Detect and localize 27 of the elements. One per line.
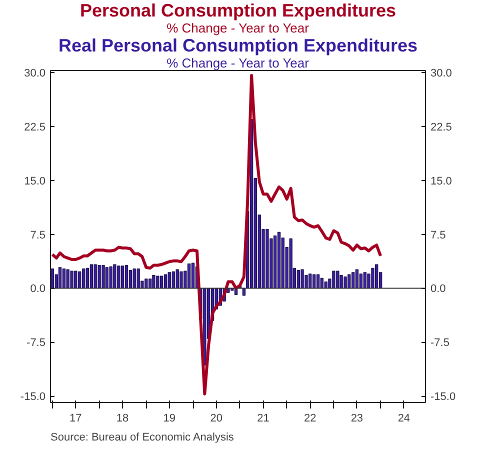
x-tick-label: 18	[116, 412, 129, 424]
y-tick-label: -15.0	[20, 391, 46, 404]
y2-tick-label: 15.0	[430, 175, 452, 188]
y-tick-label: 0.0	[30, 283, 46, 296]
text: Personal Consumption Expenditures	[80, 0, 396, 20]
y2-tick-label: 30.0	[430, 68, 452, 80]
x-tick-label: 19	[163, 412, 176, 424]
y2-tick-label: 7.5	[430, 229, 446, 242]
y-tick-label: 30.0	[24, 68, 46, 80]
y-tick-label: 15.0	[24, 175, 46, 188]
source-note: Source: Bureau of Economic Analysis	[50, 432, 234, 444]
y-tick-label: 7.5	[30, 229, 46, 242]
text: Real Personal Consumption Expenditures	[58, 36, 418, 56]
annotation: % Change - Year to Year	[166, 56, 310, 70]
x-tick-label: 21	[257, 412, 270, 424]
x-tick-label: 17	[70, 412, 82, 424]
x-tick-label: 23	[350, 412, 364, 424]
x-tick-label: 22	[304, 412, 316, 424]
x-tick-label: 24	[398, 412, 410, 424]
x-tick-label: 20	[210, 412, 222, 424]
text: % Change - Year to Year	[166, 20, 310, 36]
y-tick-label: 22.5	[24, 122, 46, 134]
y2-tick-label: 0.0	[430, 283, 446, 296]
y-tick-label: -7.5	[26, 337, 46, 350]
y2-tick-label: -7.5	[430, 337, 450, 350]
y2-tick-label: -15.0	[430, 391, 456, 404]
y2-tick-label: 22.5	[430, 122, 452, 134]
